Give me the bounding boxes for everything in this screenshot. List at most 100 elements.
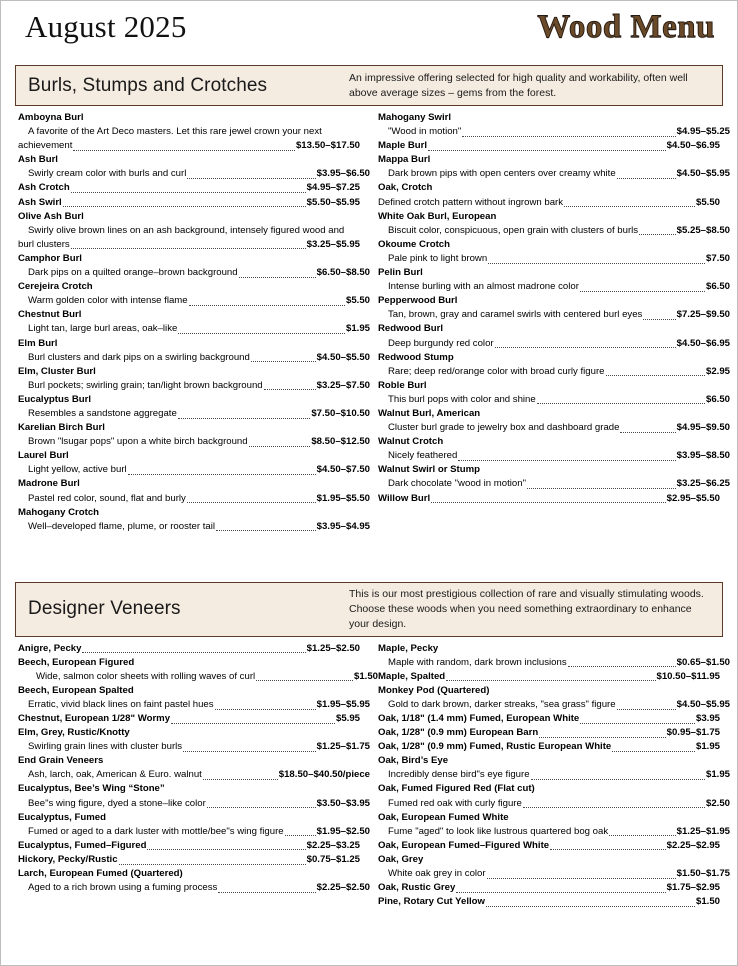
leader-dots: [263, 389, 316, 391]
entry-name-row: Willow Burl $2.95–$5.50: [378, 492, 720, 506]
entry-description-row: burl clusters $3.25–$5.95: [18, 238, 360, 252]
entry-name-row: Oak, Rustic Grey $1.75–$2.95: [378, 881, 720, 895]
section-description: This is our most prestigious collection …: [349, 587, 704, 630]
entry-price: $3.25–$5.95: [306, 238, 360, 250]
entry-price: $1.95–$2.50: [316, 825, 370, 837]
leader-dots: [284, 835, 316, 837]
entry-name: Chestnut Burl: [18, 309, 82, 321]
leader-dots: [446, 680, 656, 682]
entry-name-row: Maple Burl $4.50–$6.95: [378, 139, 720, 153]
entry-description: This burl pops with color and shine: [388, 393, 536, 405]
entry-description-row: Pastel red color, sound, flat and burly $…: [18, 492, 370, 506]
entry-description: Wide, salmon color sheets with rolling w…: [36, 670, 256, 682]
entry-name: Eucalyptus, Fumed: [18, 811, 106, 823]
entry-description: Incredibly dense birdʺs eye figure: [388, 769, 530, 781]
leader-dots: [486, 877, 676, 879]
entry-price: $5.50: [695, 196, 720, 208]
entry-name: Chestnut, European 1/28ʺ Wormy: [18, 713, 171, 724]
entry-description-row: Aged to a rich brown using a fuming proc…: [18, 881, 370, 895]
entry-name-row: Anigre, Pecky $1.25–$2.50: [18, 642, 360, 656]
entry-description-row: Fumed red oak with curly figure $2.50: [378, 797, 730, 811]
leader-dots: [550, 849, 666, 851]
entry-name: Roble Burl: [378, 379, 427, 391]
entry-description: White oak grey in color: [388, 868, 486, 880]
entry-name: Pepperwood Burl: [378, 295, 458, 307]
entry-description-row: Maple with random, dark brown inclusions…: [378, 656, 730, 670]
leader-dots: [218, 891, 316, 893]
leader-dots: [580, 722, 695, 724]
entry-name: Oak, Fumed Figured Red (Flat cut): [378, 783, 535, 795]
entry-description-row: achievement $13.50–$17.50: [18, 139, 360, 153]
leader-dots: [609, 835, 676, 837]
entry-name: Oak, European Fumed White: [378, 811, 509, 823]
entry-description-row: Intense burling with an almost madrone c…: [378, 280, 730, 294]
leader-dots: [70, 192, 306, 194]
leader-dots: [178, 333, 345, 334]
leader-dots: [73, 149, 295, 151]
entry-description-row: Light yellow, active burl $4.50–$7.50: [18, 463, 370, 477]
entry-price: $2.50: [705, 797, 730, 809]
entry-price: $0.65–$1.50: [676, 656, 730, 668]
entry-price: $0.95–$1.75: [666, 727, 720, 739]
entry-description-row: Dark pips on a quilted orange–brown back…: [18, 266, 370, 280]
leader-dots: [202, 778, 278, 780]
leader-dots: [485, 905, 695, 907]
entry-name-row: Oak, 1/28ʺ (0.9 mm) European Barn $0.95–$…: [378, 726, 720, 740]
entry-description: Pale pink to light brown: [388, 252, 488, 264]
leader-dots: [248, 445, 311, 447]
entry-description-row: Dark chocolate ʺwood in motionʺ $3.25–$6…: [378, 477, 730, 491]
entry-description: Aged to a rich brown using a fuming proc…: [28, 882, 218, 894]
entry-name: Beech, European Spalted: [18, 684, 134, 696]
leader-dots: [206, 807, 316, 809]
section-title: Designer Veneers: [28, 598, 181, 620]
entry-name: Ash Burl: [18, 154, 58, 166]
leader-dots: [256, 680, 353, 682]
entry-name: Hickory, Pecky/Rustic: [18, 853, 118, 865]
entry-price: $3.95: [695, 713, 720, 724]
entry-name-row: Eucalyptus, Fumed–Figured $2.25–$3.25: [18, 839, 360, 853]
entry-name: Mahogany Swirl: [378, 112, 452, 123]
entry-name: White Oak Burl, European: [378, 210, 497, 222]
entry-price: $7.50: [705, 252, 730, 264]
entry-description-row: Defined crotch pattern without ingrown b…: [378, 196, 720, 210]
entry-name: End Grain Veneers: [18, 755, 104, 767]
leader-dots: [579, 290, 705, 292]
entry-description: Deep burgundy red color: [388, 337, 494, 349]
entry-description-row: Cluster burl grade to jewelry box and da…: [378, 421, 730, 435]
entry-price: $2.95–$5.50: [666, 492, 720, 504]
entry-description: Biscuit color, conspicuous, open grain w…: [388, 224, 639, 236]
entry-description: Fume ʺagedʺ to look like lustrous quarte…: [388, 825, 609, 837]
entry-price: $10.50–$11.95: [656, 670, 721, 682]
entry-description: Burl pockets; swirling grain; tan/light …: [28, 379, 263, 391]
entry-description-row: Resembles a sandstone aggregate $7.50–$1…: [18, 407, 370, 421]
leader-dots: [462, 135, 676, 137]
entry-price: $3.95–$6.50: [316, 168, 370, 180]
entry-name: Oak, Rustic Grey: [378, 882, 456, 894]
entry-description: burl clusters: [18, 238, 70, 250]
entry-description-row: Ash, larch, oak, American & Euro. walnut…: [18, 768, 370, 782]
entry-name: Oak, 1/18ʺ (1.4 mm) Fumed, European Whit…: [378, 713, 580, 724]
entry-price: $1.95–$5.50: [316, 492, 370, 504]
entry-description: Dark chocolate ʺwood in motionʺ: [388, 478, 526, 490]
entry-name-row: Ash Crotch $4.95–$7.25: [18, 181, 360, 195]
entry-name: Elm, Cluster Burl: [18, 365, 96, 377]
entry-price: $18.50–$40.50/piece: [278, 769, 370, 781]
entry-name-row: Pine, Rotary Cut Yellow $1.50: [378, 895, 720, 909]
entry-name-row: Hickory, Pecky/Rustic $0.75–$1.25: [18, 853, 360, 867]
entry-description: Cluster burl grade to jewelry box and da…: [388, 422, 620, 434]
entry-name: Redwood Burl: [378, 323, 444, 335]
brand-title: Wood Menu: [537, 9, 715, 45]
leader-dots: [620, 431, 676, 433]
section-burls-stumps-crotches: Burls, Stumps and Crotches An impressive…: [15, 65, 730, 534]
leader-dots: [171, 722, 335, 724]
entry-description: Dark pips on a quilted orange–brown back…: [28, 267, 238, 279]
entry-name: Pelin Burl: [378, 267, 423, 279]
entry-price: $3.50–$3.95: [316, 797, 370, 809]
leader-dots: [118, 863, 306, 865]
entry-name: Oak, Grey: [378, 853, 424, 865]
entry-name: Eucalyptus Burl: [18, 393, 92, 405]
entry-description-row: Tan, brown, gray and caramel swirls with…: [378, 308, 730, 322]
leader-dots: [527, 488, 676, 490]
entry-description: Swirly cream color with burls and curl: [28, 168, 187, 180]
